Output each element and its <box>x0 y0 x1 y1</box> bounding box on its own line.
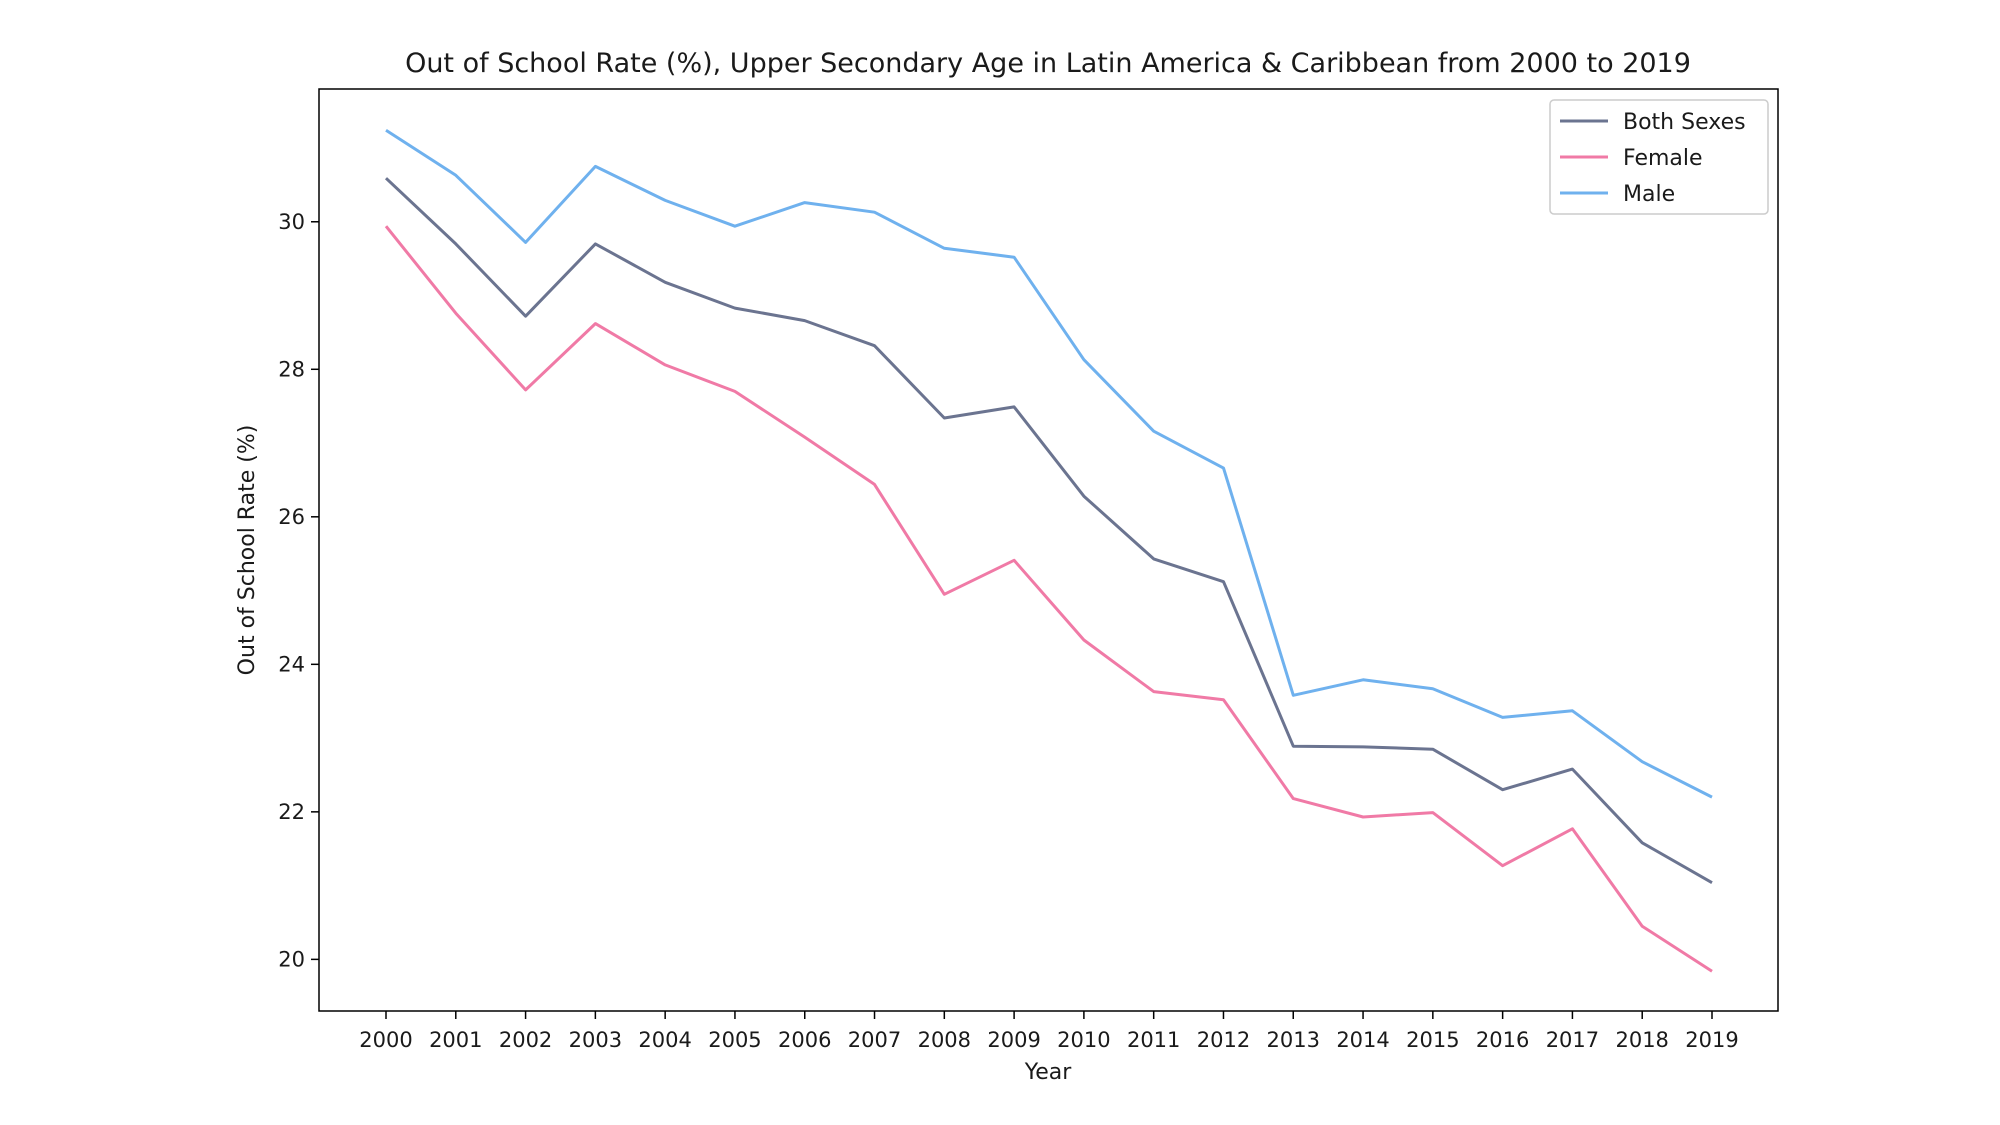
series-line-both-sexes <box>384 177 1713 885</box>
x-tick-label: 2017 <box>1546 1028 1599 1052</box>
y-tick-label: 26 <box>278 505 305 529</box>
x-tick-label: 2016 <box>1476 1028 1529 1052</box>
x-tick-label: 2004 <box>638 1028 691 1052</box>
x-tick-label: 2010 <box>1057 1028 1110 1052</box>
x-tick-label: 2019 <box>1685 1028 1738 1052</box>
y-axis-label: Out of School Rate (%) <box>235 425 260 676</box>
y-axis: 20 22 24 26 28 30 <box>278 210 319 971</box>
x-axis-label: Year <box>1024 1060 1073 1085</box>
series-line-male <box>385 129 1713 799</box>
x-tick-label: 2012 <box>1197 1028 1250 1052</box>
x-tick-label: 2007 <box>848 1028 901 1052</box>
x-tick-label: 2006 <box>778 1028 831 1052</box>
plot-frame <box>318 88 1779 1012</box>
y-tick-label: 22 <box>278 800 305 824</box>
x-tick-label: 2015 <box>1406 1028 1459 1052</box>
legend-label-male: Male <box>1623 182 1675 207</box>
x-axis: 2000 2001 2002 2003 2004 2005 2006 2007 2008 2009… <box>359 1011 1739 1052</box>
x-tick-label: 2009 <box>987 1028 1040 1052</box>
x-tick-label: 2013 <box>1267 1028 1320 1052</box>
legend-items: Both Sexes Female Male <box>1560 110 1746 207</box>
x-tick-label: 2008 <box>918 1028 971 1052</box>
x-tick-label: 2011 <box>1127 1028 1180 1052</box>
x-tick-label: 2001 <box>429 1028 482 1052</box>
legend-label-female: Female <box>1623 146 1703 171</box>
legend-frame <box>1549 99 1769 215</box>
series-layer <box>384 129 1713 973</box>
y-tick-label: 30 <box>278 210 305 234</box>
legend: Both Sexes Female Male <box>1549 99 1769 215</box>
x-tick-label: 2018 <box>1615 1028 1668 1052</box>
x-tick-label: 2000 <box>359 1028 412 1052</box>
x-tick-label: 2005 <box>708 1028 761 1052</box>
x-tick-label: 2002 <box>499 1028 552 1052</box>
y-tick-label: 28 <box>278 357 305 381</box>
x-tick-label: 2003 <box>569 1028 622 1052</box>
legend-label-both-sexes: Both Sexes <box>1623 110 1746 135</box>
series-line-female <box>384 225 1713 973</box>
y-tick-label: 20 <box>278 947 305 971</box>
chart-title: Out of School Rate (%), Upper Secondary … <box>405 48 1691 79</box>
x-tick-label: 2014 <box>1336 1028 1389 1052</box>
y-tick-label: 24 <box>278 652 305 676</box>
